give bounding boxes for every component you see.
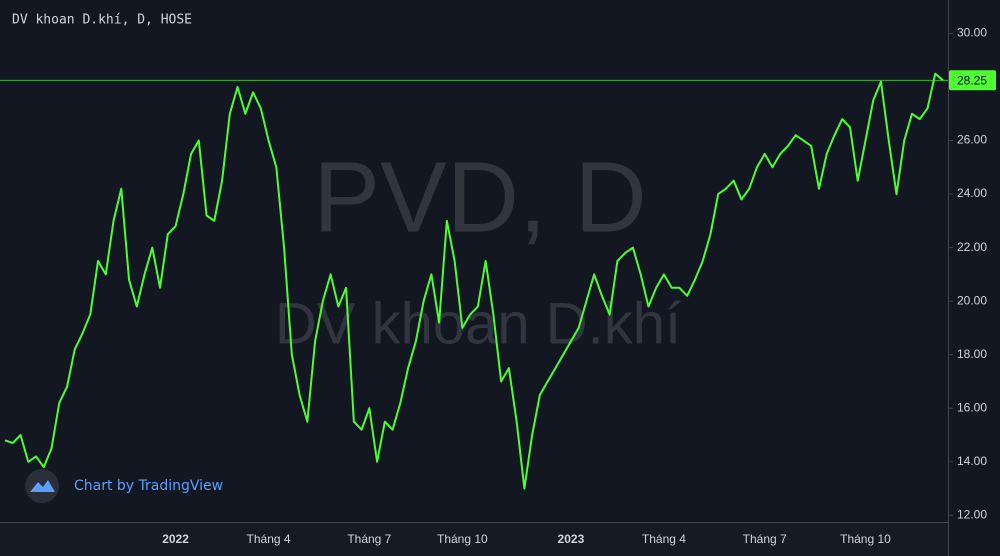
- x-tick-label: Tháng 4: [247, 532, 291, 546]
- y-tick-label: 30.00: [957, 26, 987, 40]
- x-tick-label: Tháng 4: [642, 532, 686, 546]
- y-tick-label: 24.00: [957, 186, 987, 200]
- last-price-badge: [949, 70, 996, 91]
- plot: [4, 72, 944, 490]
- price-line-series: [4, 72, 944, 490]
- watermark: PVD, D: [313, 141, 646, 253]
- y-tick-label: 14.00: [957, 454, 987, 468]
- credit[interactable]: Chart by TradingView: [74, 478, 223, 494]
- logo: [25, 469, 59, 503]
- y-tick-label: 12.00: [957, 507, 987, 521]
- y-tick-label: 22.00: [957, 240, 987, 254]
- y-tick-label: 26.00: [957, 133, 987, 147]
- chart-title: DV khoan D.khí, D, HOSE: [12, 13, 192, 28]
- x-tick-label: 2023: [558, 532, 585, 546]
- x-tick-label: Tháng 10: [840, 532, 891, 546]
- x-tick-label: Tháng 7: [743, 532, 787, 546]
- y-tick-label: 16.00: [957, 400, 987, 414]
- logo-icon: [30, 480, 55, 492]
- x-tick-label: Tháng 7: [347, 532, 391, 546]
- x-axis-area: [0, 522, 948, 556]
- y-tick-label: 20.00: [957, 293, 987, 307]
- y-tick-label: 18.00: [957, 347, 987, 361]
- last-price-label: 28.25: [957, 73, 987, 87]
- x-tick-label: 2022: [162, 532, 189, 546]
- x-tick-label: Tháng 10: [437, 532, 488, 546]
